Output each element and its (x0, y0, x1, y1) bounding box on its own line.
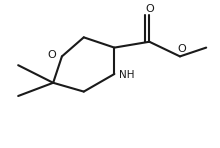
Text: O: O (178, 44, 187, 54)
Text: O: O (48, 50, 57, 60)
Text: NH: NH (119, 70, 134, 81)
Text: O: O (145, 4, 154, 15)
